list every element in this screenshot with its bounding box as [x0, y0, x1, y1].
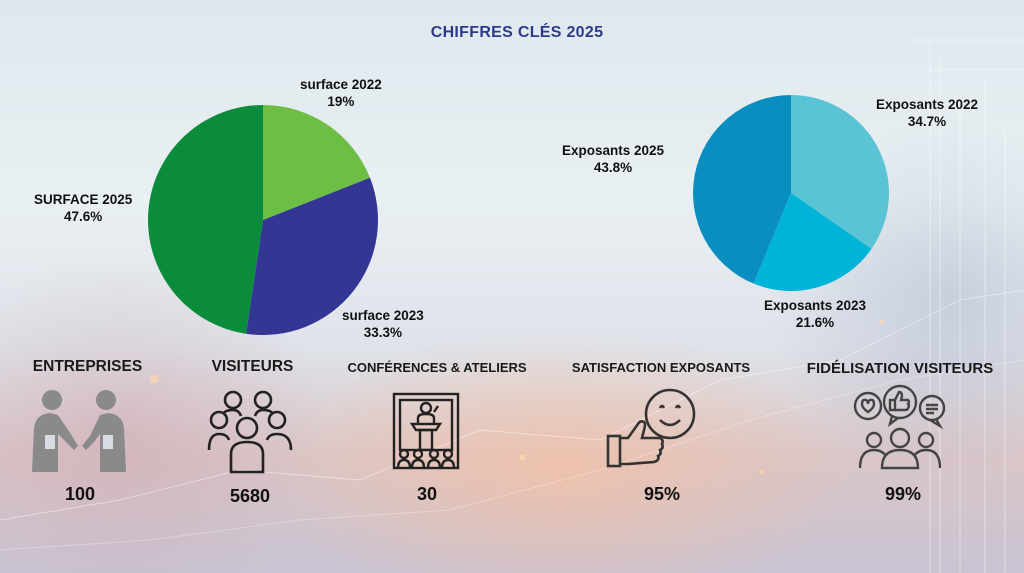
conference-icon — [392, 392, 460, 470]
stat-title: CONFÉRENCES & ATELIERS — [347, 360, 527, 375]
stat-value-conferences: 30 — [416, 484, 438, 504]
stat-title: FIDÉLISATION VISITEURS — [806, 360, 994, 377]
group-icon — [207, 390, 293, 474]
stat-satisfaction: SATISFACTION EXPOSANTS — [557, 360, 765, 375]
pie2-label-exposants-2022: Exposants 2022 34.7% — [876, 97, 979, 129]
pie1-slice-surface-2025 — [148, 105, 263, 334]
pie2-slice-exposants-2023 — [753, 193, 872, 291]
pie2-slice-exposants-2025 — [693, 95, 791, 284]
community-feedback-icon — [853, 384, 946, 470]
handshake-icon — [32, 390, 126, 472]
stat-entreprises: ENTREPRISES — [30, 358, 145, 376]
stat-title: ENTREPRISES — [32, 358, 143, 375]
pie1-slice-surface-2022 — [263, 105, 370, 220]
pie1-label-surface-2025: SURFACE 2025 47.6% — [34, 192, 133, 224]
pie2-slice-exposants-2022 — [791, 95, 889, 249]
thumbs-up-smile-icon — [606, 388, 696, 468]
pie1-label-surface-2022: surface 2022 19% — [300, 77, 382, 109]
stat-value-visiteurs: 5680 — [229, 486, 271, 506]
stat-value-fidelisation: 99% — [884, 484, 922, 504]
page-title: CHIFFRES CLÉS 2025 — [430, 24, 604, 41]
stat-value-entreprises: 100 — [64, 484, 96, 504]
stat-title: VISITEURS — [211, 358, 294, 375]
pie1-label-surface-2023: surface 2023 33.3% — [342, 308, 424, 340]
stat-conferences: CONFÉRENCES & ATELIERS — [337, 360, 537, 375]
stat-visiteurs: VISITEURS — [205, 358, 300, 376]
pie2-label-exposants-2023: Exposants 2023 21.6% — [764, 298, 867, 330]
stat-value-satisfaction: 95% — [643, 484, 681, 504]
stat-fidelisation: FIDÉLISATION VISITEURS — [797, 360, 1003, 377]
pie1-slice-surface-2023 — [246, 177, 378, 336]
pie2-label-exposants-2025: Exposants 2025 43.8% — [562, 143, 665, 175]
stat-title: SATISFACTION EXPOSANTS — [571, 360, 751, 375]
